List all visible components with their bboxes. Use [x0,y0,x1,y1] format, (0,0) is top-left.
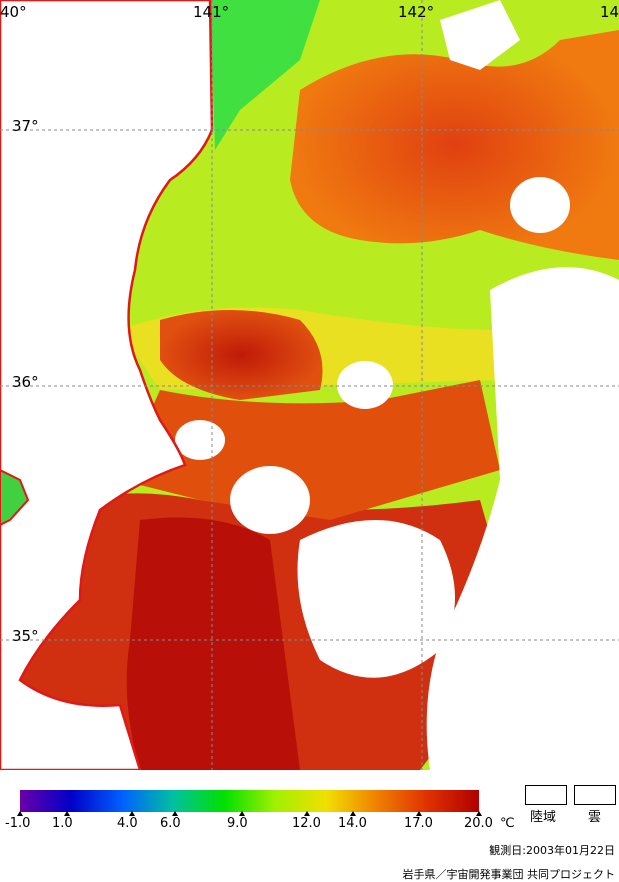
graticule [0,0,619,770]
legend-tick-label: 6.0 [160,816,181,831]
lon-label-141: 141° [193,3,230,21]
land-honshu [0,0,214,770]
lat-label-35: 35° [12,627,39,645]
cloud-legend-label: 雲 [588,810,602,825]
legend-tick-label: 14.0 [338,816,367,831]
temperature-color-scale [20,790,479,812]
legend-tick-mark [17,811,23,816]
warm-eddy-center [160,310,323,400]
legend-tick-label: -1.0 [5,816,31,831]
legend-tick-mark [64,811,70,816]
legend-tick-mark [304,811,310,816]
legend-unit: ℃ [500,816,515,831]
legend-tick-mark [129,811,135,816]
legend-tick-mark [172,811,178,816]
kuroshio-core [126,517,301,770]
lon-label-140: 40° [0,3,27,21]
observation-date: 観測日:2003年01月22日 [489,844,615,857]
legend-tick-label: 12.0 [292,816,321,831]
legend-tick-mark [416,811,422,816]
cloud-legend-swatch [574,785,616,805]
lat-label-36: 36° [12,373,39,391]
legend-tick-label: 20.0 [464,816,493,831]
legend-tick-label: 9.0 [227,816,248,831]
legend-tick-mark [476,811,482,816]
lon-label-143: 14 [600,3,619,21]
legend-tick-label: 4.0 [117,816,138,831]
middle-warm-band [120,380,500,520]
lon-label-142: 142° [398,3,435,21]
legend-tick-label: 17.0 [404,816,433,831]
sea-surface-temperature-map [0,0,619,770]
lat-label-37: 37° [12,117,39,135]
land-legend-swatch [525,785,567,805]
legend-tick-mark [350,811,356,816]
legend-tick-label: 1.0 [52,816,73,831]
land-legend-label: 陸域 [530,810,557,825]
cloud-areas [175,0,619,770]
credit-text: 岩手県／宇宙開発事業団 共同プロジェクト [402,868,616,881]
cold-water-band [210,0,320,150]
legend-tick-mark [239,811,245,816]
land-island [0,468,30,527]
